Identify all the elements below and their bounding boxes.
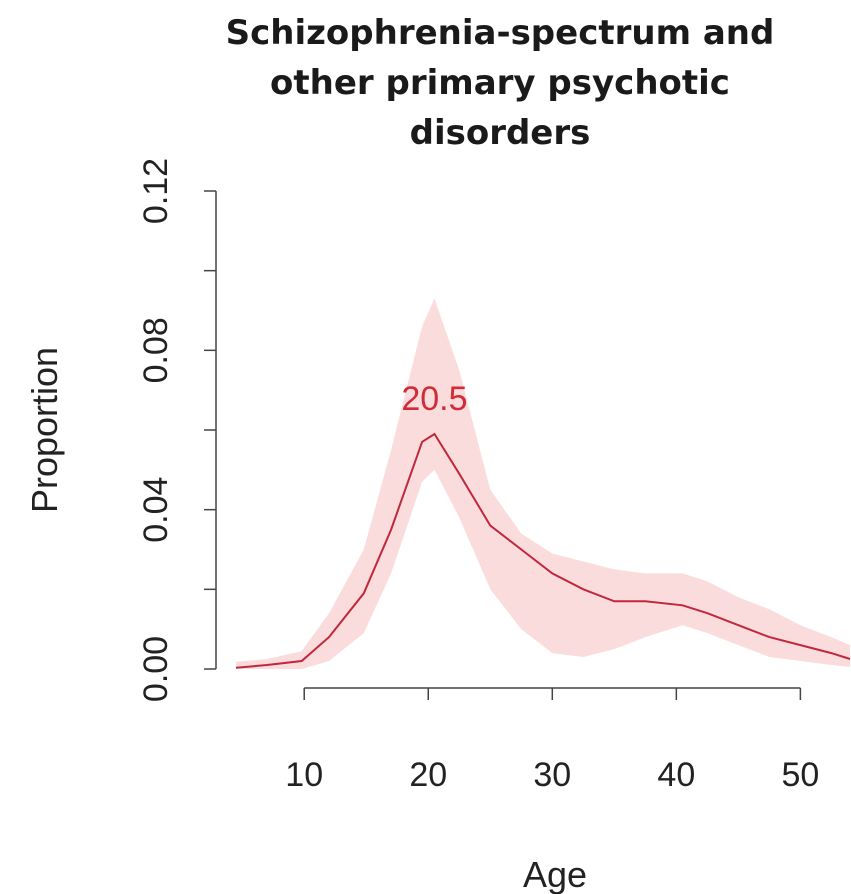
confidence-band [236,298,850,669]
y-tick-label: 0.12 [137,158,175,224]
y-tick-label: 0.08 [137,317,175,383]
y-tick-label: 0.00 [137,636,175,702]
chart-title-line-2: other primary psychotic [270,63,730,103]
chart-title-line-1: Schizophrenia-spectrum and [225,13,775,53]
x-axis-title: Age [523,854,587,894]
series-line [235,432,851,669]
y-tick-label: 0.04 [137,477,175,543]
y-axis: 0.00 0.04 0.08 0.12 [137,158,217,702]
x-tick-label: 20 [409,756,447,794]
x-axis: 10 20 30 40 50 [285,687,819,794]
chart-title-line-3: disorders [409,113,591,153]
x-tick-label: 30 [533,756,571,794]
peak-annotation: 20.5 [401,380,467,418]
chart-title: Schizophrenia-spectrum and other primary… [150,8,850,158]
x-tick-label: 50 [781,756,819,794]
x-tick-label: 10 [285,756,323,794]
y-axis-title: Proportion [24,347,65,513]
x-tick-label: 40 [657,756,695,794]
